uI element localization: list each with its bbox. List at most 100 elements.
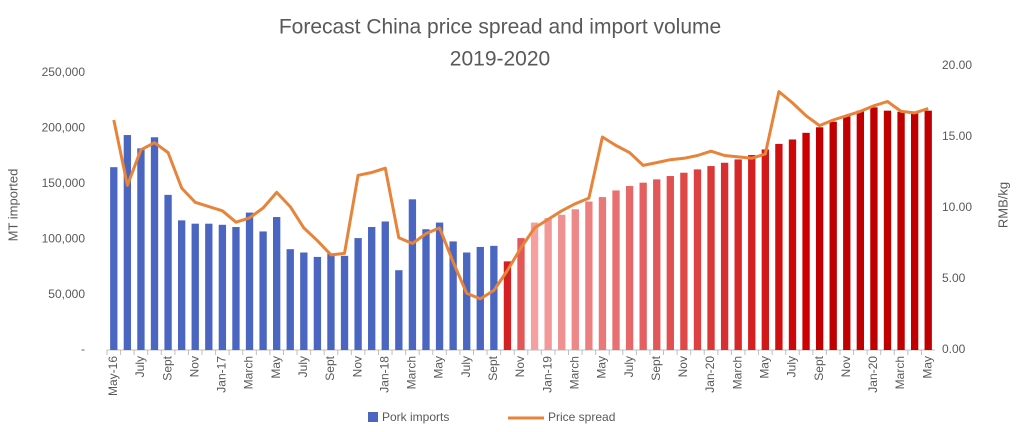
x-tick-label: Nov xyxy=(839,356,853,377)
bar xyxy=(286,249,294,350)
bar xyxy=(775,143,783,350)
x-tick-label: May xyxy=(595,356,609,379)
x-tick-label: Nov xyxy=(513,356,527,377)
bar xyxy=(612,190,620,350)
bar xyxy=(340,255,349,350)
bar xyxy=(368,227,376,350)
bar xyxy=(856,110,865,350)
x-tick-label: March xyxy=(893,356,907,389)
x-tick-label: May-16 xyxy=(106,356,120,396)
bar xyxy=(761,149,769,350)
bar xyxy=(313,256,322,350)
y2-tick-label: 5.00 xyxy=(942,271,966,285)
bar xyxy=(815,127,824,351)
bar xyxy=(490,245,498,350)
x-tick-label: July xyxy=(296,356,310,377)
bar xyxy=(164,194,172,350)
bar xyxy=(653,179,661,350)
bar xyxy=(463,252,471,350)
y-axis-title: MT imported xyxy=(5,169,20,242)
x-tick-label: Sept xyxy=(323,355,337,380)
y-tick-label: - xyxy=(81,342,85,356)
bar xyxy=(422,229,430,350)
bar xyxy=(693,169,702,350)
bar xyxy=(327,253,335,350)
bar xyxy=(666,176,674,350)
x-tick-label: July xyxy=(459,356,473,377)
x-tick-label: May xyxy=(920,356,934,379)
x-tick-label: May xyxy=(432,356,446,379)
bar xyxy=(897,111,905,350)
y2-axis-title: RMB/kg xyxy=(995,182,1010,228)
y-tick-label: 250,000 xyxy=(42,65,86,79)
x-tick-label: March xyxy=(405,356,419,389)
y-tick-label: 150,000 xyxy=(42,176,86,190)
x-tick-label: Jan-19 xyxy=(540,356,554,393)
bar xyxy=(395,270,403,350)
y-tick-label: 100,000 xyxy=(42,231,86,245)
bar xyxy=(381,221,389,350)
x-tick-label: July xyxy=(785,356,799,377)
x-tick-label: March xyxy=(730,356,744,389)
chart-title: Forecast China price spread and import v… xyxy=(279,16,721,39)
bar xyxy=(517,238,525,350)
bar xyxy=(205,223,213,350)
x-tick-label: July xyxy=(622,356,636,377)
bar xyxy=(177,220,186,350)
bar xyxy=(829,121,837,350)
bar xyxy=(802,132,810,350)
bar xyxy=(558,214,566,350)
bar xyxy=(137,148,145,350)
bar xyxy=(245,212,254,350)
x-tick-label: July xyxy=(133,356,147,377)
x-tick-label: May xyxy=(757,356,771,379)
y2-tick-label: 10.00 xyxy=(942,200,972,214)
bar xyxy=(273,217,281,350)
x-tick-label: Sept xyxy=(160,355,174,380)
x-tick-label: March xyxy=(242,356,256,389)
x-tick-label: Jan-20 xyxy=(703,356,717,393)
bar xyxy=(680,172,688,350)
bar xyxy=(870,107,878,351)
legend-label: Pork imports xyxy=(382,410,449,424)
bar xyxy=(883,110,892,350)
x-tick-label: Sept xyxy=(486,355,500,380)
line xyxy=(112,90,929,301)
x-tick-label: Nov xyxy=(350,356,364,377)
bar xyxy=(910,111,919,350)
bar xyxy=(720,162,729,350)
bar xyxy=(259,231,267,350)
x-tick-label: Jan-17 xyxy=(215,356,229,393)
x-tick-label: Jan-18 xyxy=(377,356,391,393)
x-tick-label: March xyxy=(567,356,581,389)
bar xyxy=(639,182,647,350)
x-tick-label: Nov xyxy=(187,356,201,377)
legend-label: Price spread xyxy=(548,410,615,424)
bar xyxy=(232,227,240,350)
x-tick-label: Jan-20 xyxy=(866,356,880,393)
bar xyxy=(354,238,362,350)
bar xyxy=(408,199,417,350)
y2-tick-label: 20.00 xyxy=(942,58,972,72)
bar xyxy=(625,186,634,350)
x-tick-label: May xyxy=(269,356,283,379)
bar xyxy=(571,209,579,350)
y-tick-label: 50,000 xyxy=(48,287,85,301)
bar xyxy=(924,110,932,350)
bar xyxy=(449,241,457,350)
bar xyxy=(150,137,159,350)
bar xyxy=(843,116,851,350)
chart-subtitle: 2019-2020 xyxy=(450,48,550,71)
x-tick-label: Sept xyxy=(812,355,826,380)
bar xyxy=(788,139,797,350)
bar xyxy=(585,201,593,350)
bar xyxy=(734,159,742,350)
bar xyxy=(435,222,444,350)
bar xyxy=(748,154,756,350)
bar xyxy=(544,218,552,350)
bar xyxy=(503,261,512,350)
y2-tick-label: 15.00 xyxy=(942,129,972,143)
x-tick-label: Sept xyxy=(649,355,663,380)
bar xyxy=(530,222,539,350)
